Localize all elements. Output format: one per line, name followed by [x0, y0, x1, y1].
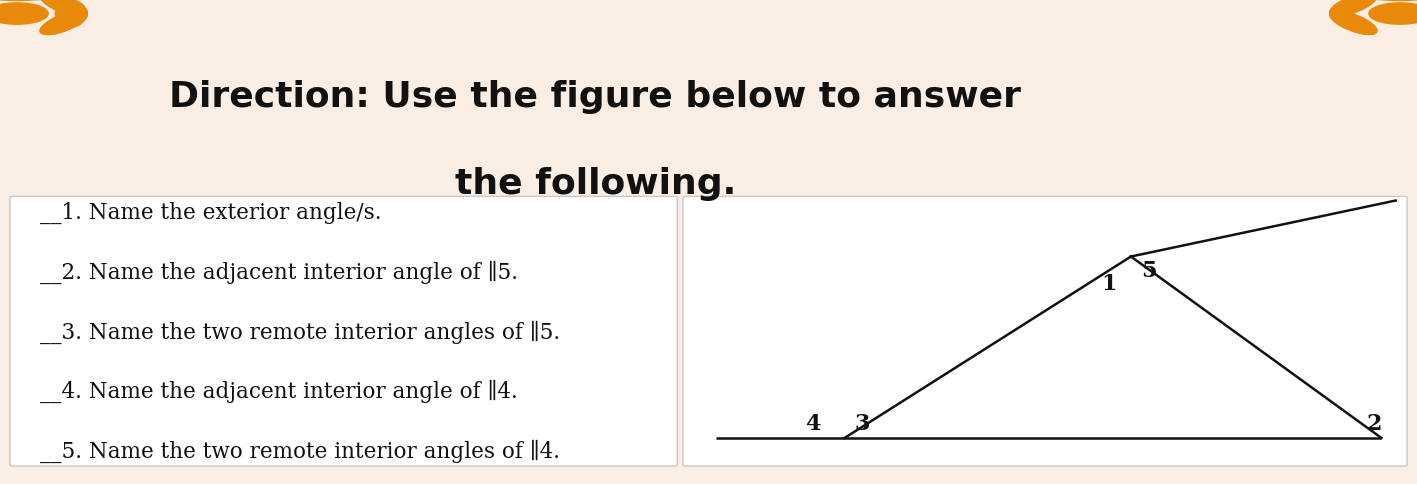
- Text: 2: 2: [1366, 412, 1382, 434]
- Text: 3: 3: [854, 412, 870, 434]
- Ellipse shape: [1329, 12, 1377, 35]
- Text: __1. Name the exterior angle/s.: __1. Name the exterior angle/s.: [40, 202, 381, 224]
- FancyBboxPatch shape: [683, 197, 1407, 466]
- Text: the following.: the following.: [455, 167, 735, 201]
- Text: Direction: Use the figure below to answer: Direction: Use the figure below to answe…: [169, 80, 1022, 114]
- Circle shape: [0, 4, 48, 25]
- Text: __4. Name the adjacent interior angle of ∥4.: __4. Name the adjacent interior angle of…: [40, 379, 517, 403]
- FancyBboxPatch shape: [10, 197, 677, 466]
- Text: 5: 5: [1141, 259, 1156, 281]
- Ellipse shape: [40, 12, 88, 35]
- Ellipse shape: [55, 1, 86, 28]
- Text: __3. Name the two remote interior angles of ∥5.: __3. Name the two remote interior angles…: [40, 320, 560, 343]
- Ellipse shape: [1329, 0, 1377, 17]
- Text: 1: 1: [1101, 272, 1117, 295]
- Ellipse shape: [0, 0, 57, 1]
- Ellipse shape: [40, 0, 88, 17]
- Ellipse shape: [1362, 0, 1417, 1]
- Text: __2. Name the adjacent interior angle of ∥5.: __2. Name the adjacent interior angle of…: [40, 260, 517, 284]
- Text: 4: 4: [805, 412, 820, 434]
- Circle shape: [1369, 4, 1417, 25]
- Text: __5. Name the two remote interior angles of ∥4.: __5. Name the two remote interior angles…: [40, 439, 560, 462]
